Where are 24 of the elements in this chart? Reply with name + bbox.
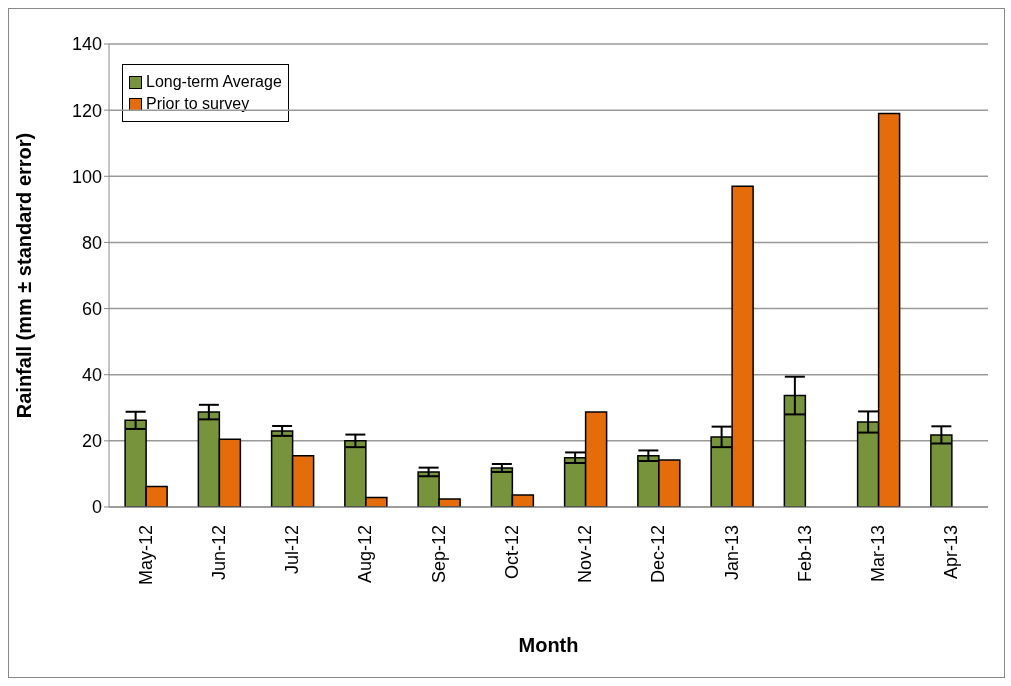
x-tick-label: Sep-12 <box>428 525 449 584</box>
x-tick-label: Aug-12 <box>355 525 376 584</box>
x-tick-label: Mar-13 <box>868 525 889 583</box>
y-tick-label: 60 <box>81 298 102 319</box>
y-axis-title: Rainfall (mm ± standard error) <box>13 132 36 419</box>
y-tick-label: 20 <box>81 431 102 452</box>
x-tick-label: Feb-13 <box>794 525 815 583</box>
y-tick-label: 100 <box>71 166 102 187</box>
y-tick-label: 0 <box>91 497 102 518</box>
y-tick-label: 80 <box>81 232 102 253</box>
y-tick-label: 40 <box>81 365 102 386</box>
x-axis-title: Month <box>518 634 579 656</box>
legend-label: Prior to survey <box>146 95 250 113</box>
x-tick-label: Jan-13 <box>721 525 742 581</box>
x-tick-label: Dec-12 <box>648 525 669 584</box>
x-tick-label: Oct-12 <box>501 525 522 580</box>
x-tick-label: Nov-12 <box>575 525 596 584</box>
x-tick-label: Jun-12 <box>208 525 229 581</box>
y-tick-label: 140 <box>71 34 102 55</box>
legend-label: Long-term Average <box>146 73 282 91</box>
x-tick-label: May-12 <box>135 525 156 586</box>
x-tick-label: Apr-13 <box>941 525 962 580</box>
y-tick-label: 120 <box>71 100 102 121</box>
x-tick-label: Jul-12 <box>282 525 303 575</box>
